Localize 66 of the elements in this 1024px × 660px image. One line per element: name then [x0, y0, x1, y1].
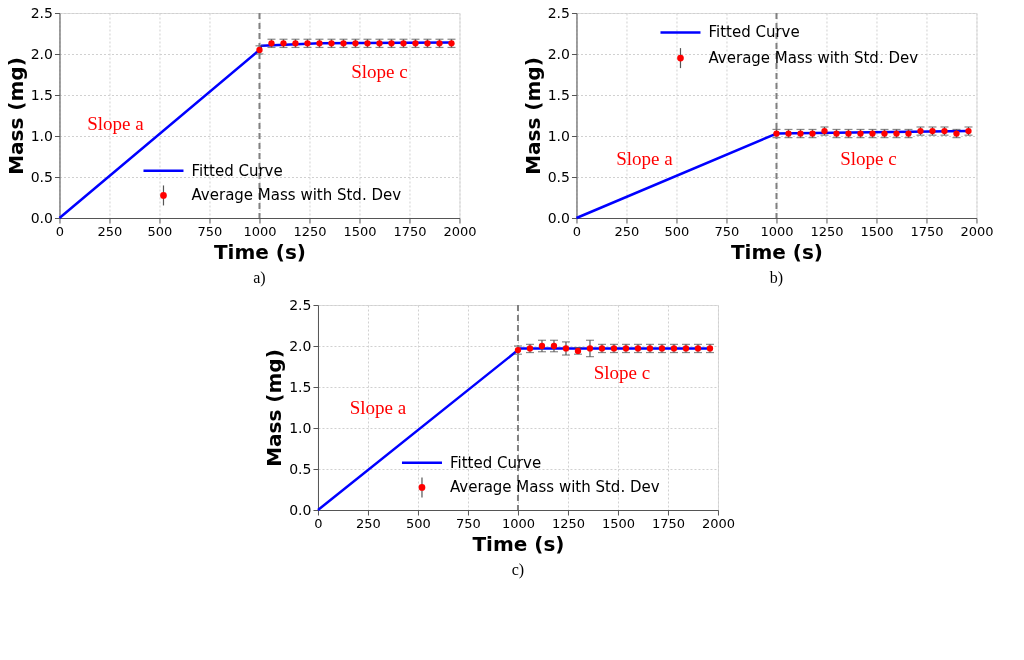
y-tick-label: 2.5 [547, 4, 570, 21]
y-tick-label: 2.0 [547, 45, 570, 62]
y-tick-label: 0.0 [30, 209, 53, 226]
x-tick-label: 500 [406, 515, 431, 531]
y-tick-label: 0.5 [30, 168, 53, 185]
x-tick-label: 1500 [601, 515, 636, 531]
x-tick-label: 250 [356, 515, 381, 531]
y-tick-label: 1.5 [289, 378, 312, 395]
x-tick-label: 250 [97, 223, 123, 239]
x-tick-label: 500 [147, 223, 173, 239]
y-tick-label: 1.0 [547, 127, 570, 144]
x-tick-label: 1250 [810, 223, 844, 239]
x-tick-label: 2000 [443, 223, 477, 239]
x-tick-label: 1500 [860, 223, 894, 239]
x-tick-label: 0 [314, 515, 323, 531]
y-tick-label: 0.0 [289, 501, 312, 518]
x-tick-label: 750 [714, 223, 740, 239]
x-axis-title: Time (s) [472, 531, 565, 556]
y-tick-label: 1.0 [289, 419, 312, 436]
annotation: Slope a [349, 396, 407, 418]
x-tick-label: 1250 [551, 515, 586, 531]
y-tick-label: 0.5 [547, 168, 570, 185]
x-axis-title: Time (s) [213, 239, 307, 264]
y-tick-label: 2.5 [289, 296, 312, 313]
annotation: Slope a [87, 112, 145, 134]
x-tick-label: 0 [572, 223, 582, 239]
x-tick-label: 1250 [293, 223, 327, 239]
x-tick-label: 1000 [501, 515, 536, 531]
y-tick-label: 2.5 [30, 4, 53, 21]
x-tick-label: 1000 [243, 223, 277, 239]
x-axis-title: Time (s) [730, 239, 824, 264]
x-tick-label: 0 [55, 223, 65, 239]
x-tick-label: 2000 [960, 223, 994, 239]
y-axis-title: Mass (mg) [262, 349, 287, 467]
x-tick-label: 1000 [760, 223, 794, 239]
y-tick-label: 2.0 [30, 45, 53, 62]
legend-label: Fitted Curve [191, 161, 283, 180]
y-axis-title: Mass (mg) [3, 57, 28, 175]
legend-label: Fitted Curve [708, 23, 800, 42]
x-tick-label: 2000 [701, 515, 736, 531]
x-tick-label: 1500 [343, 223, 377, 239]
text: b) [769, 269, 784, 287]
y-axis-title: Mass (mg) [520, 57, 545, 175]
text: c) [511, 561, 525, 579]
annotation: Slope a [616, 147, 674, 169]
x-tick-label: 250 [614, 223, 640, 239]
annotation: Slope c [840, 147, 897, 169]
x-tick-label: 1750 [393, 223, 427, 239]
text: a) [253, 269, 266, 287]
x-tick-label: 750 [456, 515, 481, 531]
y-tick-label: 0.5 [289, 460, 312, 477]
legend-label: Average Mass with Std. Dev [449, 478, 660, 497]
legend-label: Fitted Curve [449, 453, 542, 472]
y-tick-label: 1.0 [30, 127, 53, 144]
y-tick-label: 1.5 [547, 86, 570, 103]
legend-label: Average Mass with Std. Dev [191, 186, 402, 205]
annotation: Slope c [593, 361, 651, 383]
x-tick-label: 1750 [651, 515, 686, 531]
legend-label: Average Mass with Std. Dev [708, 49, 919, 68]
y-tick-label: 2.0 [289, 337, 312, 354]
x-tick-label: 500 [664, 223, 690, 239]
x-tick-label: 750 [197, 223, 223, 239]
annotation: Slope c [351, 61, 408, 83]
y-tick-label: 1.5 [30, 86, 53, 103]
x-tick-label: 1750 [910, 223, 944, 239]
y-tick-label: 0.0 [547, 209, 570, 226]
